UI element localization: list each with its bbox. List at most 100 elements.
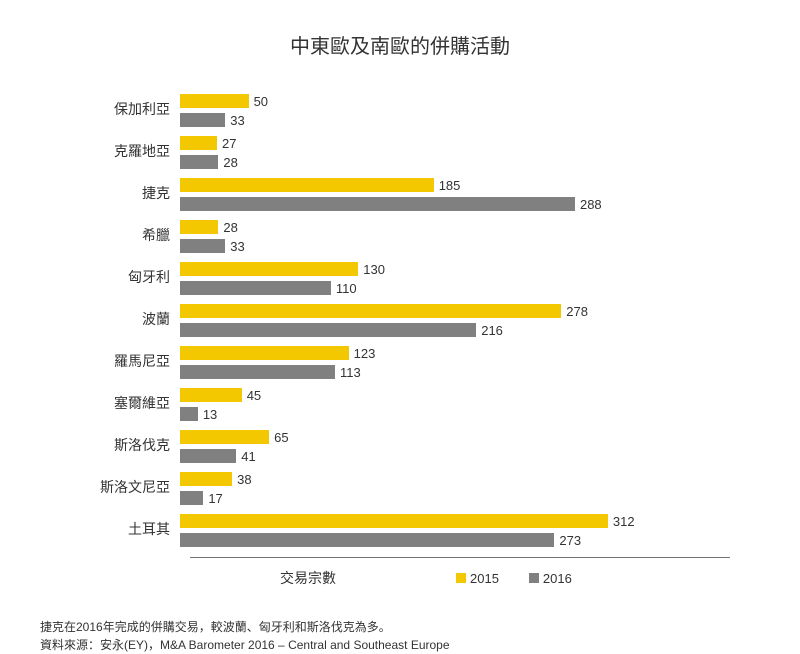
bar-value-label: 41 [241,449,255,464]
bars-area: 130 110 [180,257,760,298]
category-row: 塞爾維亞 45 13 [40,383,760,425]
legend-item-2015: 2015 [456,571,499,586]
bar-value-label: 278 [566,304,588,319]
category-row: 波蘭 278 216 [40,299,760,341]
category-label: 匈牙利 [40,257,180,287]
bars-area: 2728 [180,131,760,172]
bar-2016 [180,239,225,253]
bar-wrap: 13 [180,405,760,423]
bar-2015 [180,346,349,360]
bar-wrap: 110 [180,279,760,297]
bar-value-label: 216 [481,323,503,338]
category-row: 羅馬尼亞123113 [40,341,760,383]
bar-wrap: 27 [180,134,760,152]
bar-wrap: 273 [180,531,760,549]
legend-swatch-2015 [456,573,466,583]
category-row: 克羅地亞2728 [40,131,760,173]
footnotes: 捷克在2016年完成的併購交易，較波蘭、匈牙利和斯洛伐克為多。 資料來源：安永(… [40,618,760,654]
category-row: 斯洛伐克 65 41 [40,425,760,467]
category-label: 波蘭 [40,299,180,329]
bar-2016 [180,323,476,337]
bar-value-label: 17 [208,491,222,506]
bar-wrap: 288 [180,195,760,213]
axis-bottom: 交易宗數 2015 2016 [190,568,730,588]
bar-2015 [180,94,249,108]
bar-2016 [180,365,335,379]
bar-wrap: 33 [180,111,760,129]
bar-2016 [180,491,203,505]
legend: 2015 2016 [456,571,572,586]
bars-area: 5033 [180,89,760,130]
bar-value-label: 27 [222,136,236,151]
bar-value-label: 130 [363,262,385,277]
category-row: 保加利亞5033 [40,89,760,131]
bar-2015 [180,262,358,276]
bars-area: 312 273 [180,509,760,550]
category-row: 匈牙利 130 110 [40,257,760,299]
bar-wrap: 123 [180,344,760,362]
category-label: 斯洛伐克 [40,425,180,455]
bar-value-label: 38 [237,472,251,487]
category-row: 捷克185288 [40,173,760,215]
bar-value-label: 65 [274,430,288,445]
bar-2015 [180,388,242,402]
bar-2015 [180,136,217,150]
legend-swatch-2016 [529,573,539,583]
bars-area: 38 17 [180,467,760,508]
bar-value-label: 113 [340,365,361,380]
bar-wrap: 33 [180,237,760,255]
bar-2016 [180,281,331,295]
bar-wrap: 113 [180,363,760,381]
bar-2016 [180,407,198,421]
category-row: 希臘2833 [40,215,760,257]
bar-wrap: 17 [180,489,760,507]
category-label: 捷克 [40,173,180,203]
bars-area: 123113 [180,341,760,382]
legend-label-2015: 2015 [470,571,499,586]
bar-wrap: 65 [180,428,760,446]
bar-2016 [180,155,218,169]
bar-2015 [180,514,608,528]
bar-2015 [180,304,561,318]
bars-area: 45 13 [180,383,760,424]
x-axis-title: 交易宗數 [280,568,336,588]
bar-value-label: 28 [223,220,237,235]
bar-wrap: 28 [180,218,760,236]
category-label: 希臘 [40,215,180,245]
legend-label-2016: 2016 [543,571,572,586]
bar-value-label: 33 [230,113,244,128]
bar-wrap: 28 [180,153,760,171]
category-label: 塞爾維亞 [40,383,180,413]
x-axis-line [190,557,730,558]
bar-wrap: 130 [180,260,760,278]
bar-2016 [180,197,575,211]
bar-value-label: 273 [559,533,581,548]
bar-2016 [180,113,225,127]
axis-zone: 交易宗數 2015 2016 [190,557,730,588]
bar-value-label: 312 [613,514,635,529]
bar-2016 [180,449,236,463]
bar-value-label: 110 [336,281,357,296]
bars-area: 2833 [180,215,760,256]
footnote-caption: 捷克在2016年完成的併購交易，較波蘭、匈牙利和斯洛伐克為多。 [40,618,760,636]
bar-2015 [180,220,218,234]
bar-value-label: 28 [223,155,237,170]
bar-wrap: 216 [180,321,760,339]
bar-2015 [180,178,434,192]
chart-container: 中東歐及南歐的併購活動 保加利亞5033克羅地亞2728捷克185288希臘28… [0,0,800,647]
bar-2016 [180,533,554,547]
category-label: 土耳其 [40,509,180,539]
bar-value-label: 45 [247,388,261,403]
bar-2015 [180,430,269,444]
category-row: 土耳其 312 273 [40,509,760,551]
bars-area: 185288 [180,173,760,214]
bar-wrap: 41 [180,447,760,465]
bar-value-label: 123 [354,346,376,361]
category-row: 斯洛文尼亞 38 17 [40,467,760,509]
bars-area: 278 216 [180,299,760,340]
bar-value-label: 13 [203,407,217,422]
legend-item-2016: 2016 [529,571,572,586]
category-label: 斯洛文尼亞 [40,467,180,497]
bar-value-label: 33 [230,239,244,254]
bar-2015 [180,472,232,486]
